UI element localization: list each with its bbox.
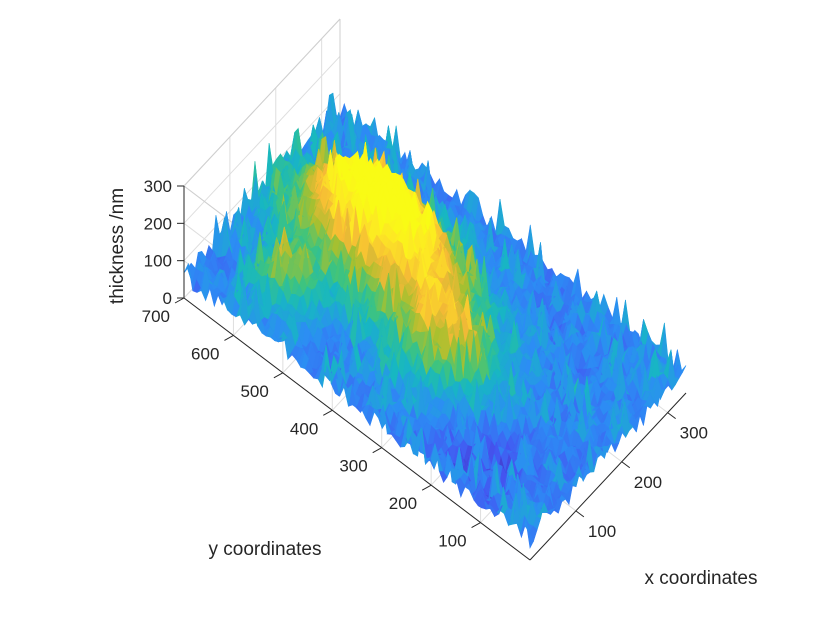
z-gridline [183,55,341,224]
wall-edge [183,18,341,187]
x-tick-label: 300 [680,424,708,443]
z-axis-label: thickness /nm [107,188,128,304]
y-axis-line [183,297,531,561]
y-tick-mark [224,334,234,341]
y-tick-label: 400 [290,419,318,438]
y-tick-mark [323,409,333,416]
x-axis-label: x coordinates [644,568,757,589]
y-tick-mark [372,447,382,454]
y-tick-label: 200 [389,494,417,513]
z-tick-label: 0 [163,289,172,308]
surface-patch [183,262,193,282]
y-axis-label: y coordinates [208,539,321,560]
z-tick-label: 300 [144,177,172,196]
y-tick-label: 600 [191,344,219,363]
x-tick-mark [575,510,585,518]
z-tick-label: 100 [144,252,172,271]
y-tick-label: 700 [142,307,170,326]
y-tick-mark [421,484,432,491]
y-tick-label: 100 [438,532,466,551]
x-tick-mark [667,412,676,420]
y-tick-label: 500 [240,382,268,401]
surface-mesh [183,92,687,549]
y-tick-mark [273,372,284,379]
axes-box [174,185,687,561]
y-tick-label: 300 [339,457,367,476]
x-tick-mark [621,461,631,469]
z-gridline [183,93,341,262]
x-tick-label: 100 [588,522,616,541]
x-axis-line [529,392,687,561]
y-tick-mark [471,522,481,529]
y-tick-mark [174,297,185,304]
x-tick-label: 200 [634,473,662,492]
z-tick-label: 200 [144,214,172,233]
